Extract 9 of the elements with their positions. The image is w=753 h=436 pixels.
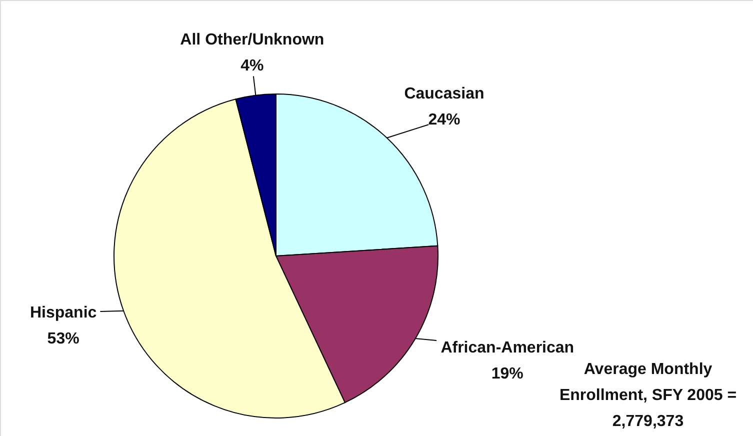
slice-label: Hispanic xyxy=(30,304,97,322)
data-label: 53% xyxy=(47,330,80,348)
slice-label: African-American xyxy=(440,339,574,356)
data-label: 24% xyxy=(428,112,460,129)
slice-label: All Other/Unknown xyxy=(180,32,324,49)
slice-label: Caucasian xyxy=(404,86,484,103)
data-label: 19% xyxy=(491,365,524,382)
data-label: 4% xyxy=(240,58,264,75)
text: Average Monthly Enrollment, SFY 2005 = 2,779,373 xyxy=(559,361,737,430)
